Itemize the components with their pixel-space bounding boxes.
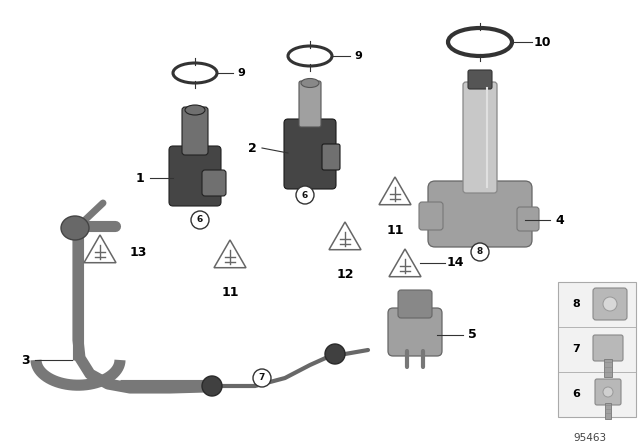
FancyBboxPatch shape (322, 144, 340, 170)
Text: 3: 3 (22, 353, 30, 366)
FancyBboxPatch shape (398, 290, 432, 318)
FancyBboxPatch shape (593, 288, 627, 320)
FancyBboxPatch shape (517, 207, 539, 231)
Text: 4: 4 (556, 214, 564, 227)
Text: 12: 12 (336, 268, 354, 281)
Circle shape (296, 186, 314, 204)
FancyBboxPatch shape (428, 181, 532, 247)
Text: 10: 10 (533, 35, 551, 48)
Circle shape (471, 243, 489, 261)
Text: 6: 6 (197, 215, 203, 224)
Text: 6: 6 (302, 190, 308, 199)
Text: 14: 14 (446, 257, 464, 270)
FancyBboxPatch shape (593, 335, 623, 361)
FancyBboxPatch shape (284, 119, 336, 189)
Circle shape (202, 376, 222, 396)
Circle shape (253, 369, 271, 387)
FancyBboxPatch shape (202, 170, 226, 196)
Text: 1: 1 (136, 172, 145, 185)
Circle shape (603, 297, 617, 311)
Text: 8: 8 (572, 299, 580, 309)
Text: 95463: 95463 (573, 433, 607, 443)
Text: 13: 13 (129, 246, 147, 259)
Circle shape (325, 344, 345, 364)
FancyBboxPatch shape (182, 107, 208, 155)
Bar (605, 403, 611, 419)
FancyBboxPatch shape (468, 70, 492, 89)
Bar (604, 359, 612, 377)
FancyBboxPatch shape (388, 308, 442, 356)
Text: 7: 7 (259, 374, 265, 383)
Text: 7: 7 (572, 344, 580, 354)
FancyBboxPatch shape (299, 81, 321, 127)
Text: 11: 11 (221, 287, 239, 300)
Text: 5: 5 (468, 328, 476, 341)
Text: 8: 8 (477, 247, 483, 257)
Ellipse shape (61, 216, 89, 240)
Text: 2: 2 (248, 142, 257, 155)
Ellipse shape (301, 78, 319, 87)
Text: 11: 11 (387, 224, 404, 237)
FancyBboxPatch shape (463, 82, 497, 193)
Bar (558, 282, 636, 417)
Text: 6: 6 (572, 389, 580, 399)
Circle shape (603, 387, 613, 397)
Ellipse shape (185, 105, 205, 115)
Text: 9: 9 (237, 68, 245, 78)
Text: 9: 9 (354, 51, 362, 61)
FancyBboxPatch shape (169, 146, 221, 206)
FancyBboxPatch shape (419, 202, 443, 230)
Circle shape (191, 211, 209, 229)
FancyBboxPatch shape (595, 379, 621, 405)
